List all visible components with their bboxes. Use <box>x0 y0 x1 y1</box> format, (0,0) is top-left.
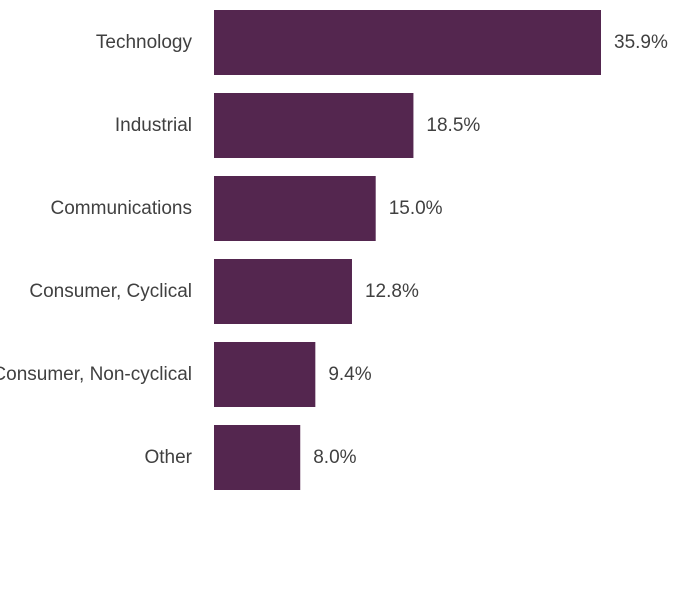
value-label-other: 8.0% <box>313 447 356 468</box>
category-labels: Technology Industrial Communications Consum… <box>0 32 193 468</box>
category-label-consumer-cyclical: Consumer, Cyclical <box>29 281 192 302</box>
bar-consumer-cyclical <box>214 259 352 324</box>
value-label-industrial: 18.5% <box>426 115 480 136</box>
bars-layer <box>214 10 601 490</box>
category-label-technology: Technology <box>96 32 193 53</box>
bar-industrial <box>214 93 414 158</box>
value-label-communications: 15.0% <box>389 198 443 219</box>
value-labels: 35.9% 18.5% 15.0% 12.8% 9.4% 8.0% <box>313 32 668 468</box>
category-label-communications: Communications <box>51 198 193 219</box>
value-label-consumer-non-cyclical: 9.4% <box>328 364 371 385</box>
category-label-other: Other <box>144 447 192 468</box>
value-label-consumer-cyclical: 12.8% <box>365 281 419 302</box>
value-label-technology: 35.9% <box>614 32 668 53</box>
bar-technology <box>214 10 601 75</box>
category-label-consumer-non-cyclical: Consumer, Non-cyclical <box>0 364 192 385</box>
category-label-industrial: Industrial <box>115 115 192 136</box>
bar-other <box>214 425 301 490</box>
bar-communications <box>214 176 376 241</box>
bar-consumer-non-cyclical <box>214 342 316 407</box>
